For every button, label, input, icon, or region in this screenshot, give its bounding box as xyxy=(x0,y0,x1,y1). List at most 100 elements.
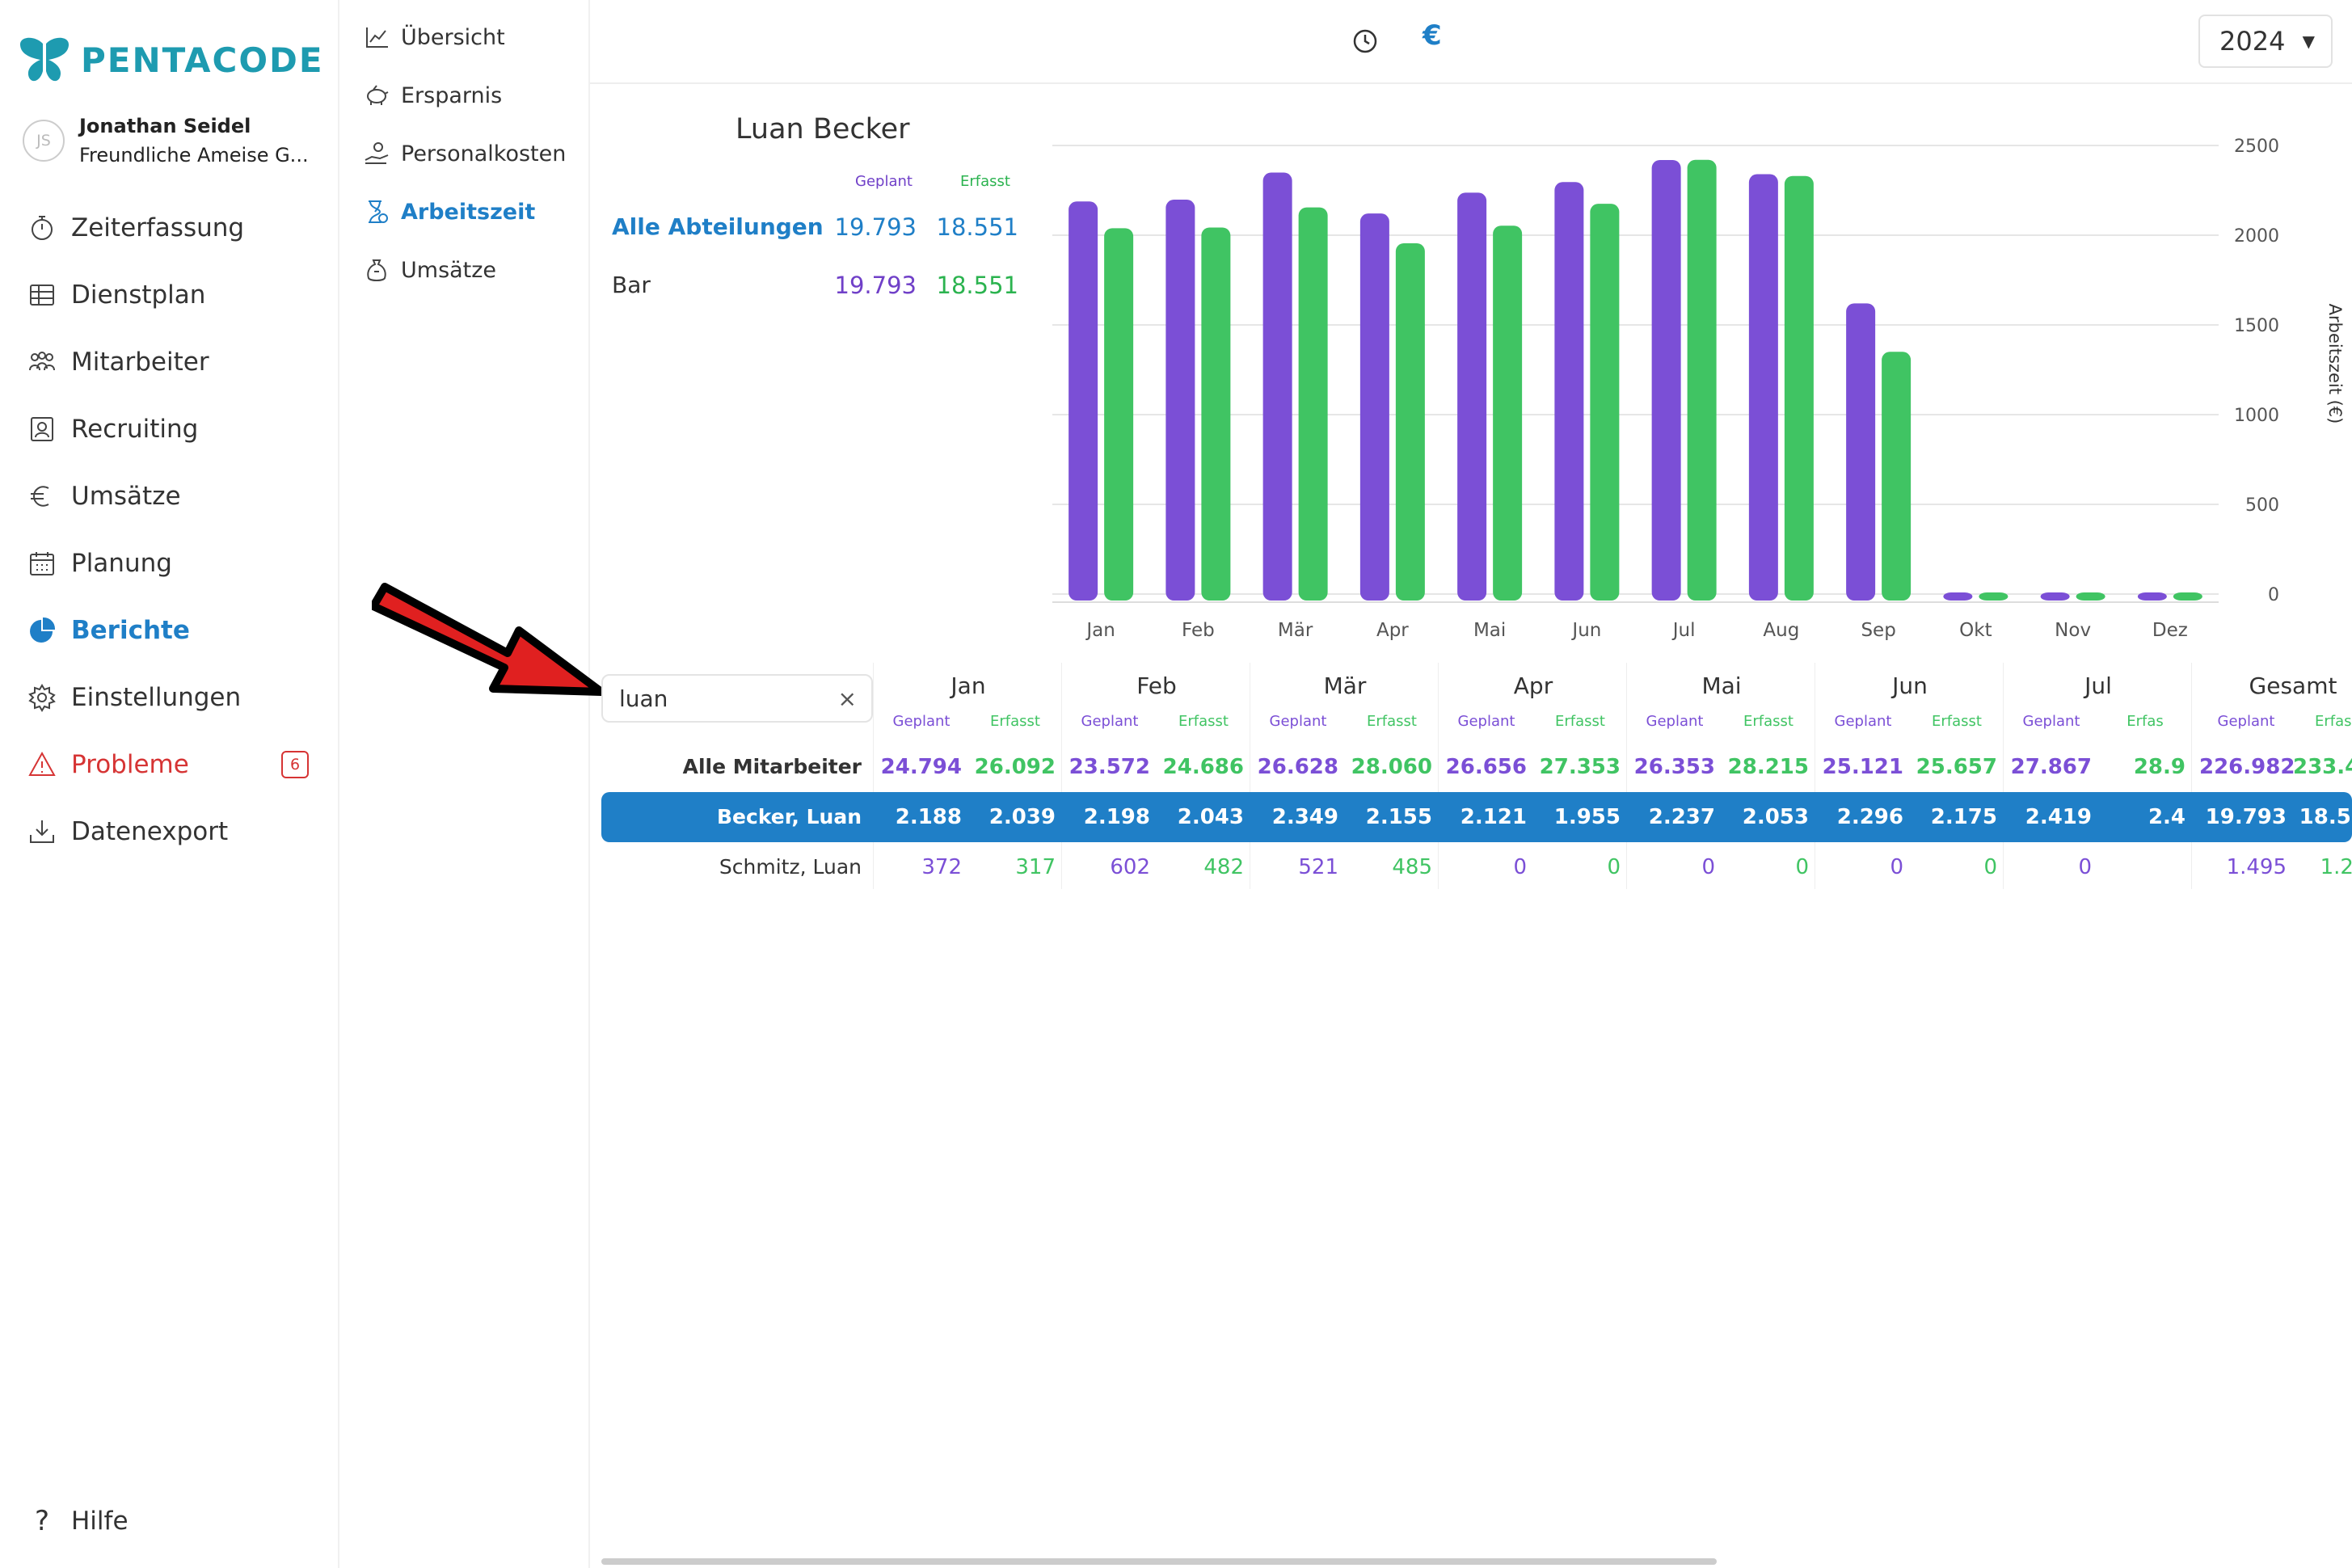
column-divider xyxy=(1626,663,1627,889)
butterfly-logo-icon xyxy=(19,37,70,82)
subheader-planned: Geplant xyxy=(1081,713,1139,730)
nav-item-zeiterfassung[interactable]: Zeiterfassung xyxy=(26,194,317,261)
table-row[interactable]: Alle Mitarbeiter 24.794 26.092 23.572 24.686… xyxy=(601,742,2352,792)
clear-search-icon[interactable]: × xyxy=(837,685,857,712)
recorded-cell: 0 xyxy=(1607,855,1621,879)
search-value: luan xyxy=(619,685,668,712)
nav-item-umsaetze[interactable]: Umsätze xyxy=(26,462,317,529)
nav-item-planung[interactable]: Planung xyxy=(26,529,317,596)
bar-recorded xyxy=(1590,204,1620,601)
recorded-cell: 2.053 xyxy=(1742,805,1809,829)
recorded-cell: 1.955 xyxy=(1553,805,1621,829)
total-header[interactable]: Gesamt xyxy=(2249,672,2337,699)
x-tick-label: Aug xyxy=(1763,620,1799,641)
euro-toggle-button[interactable]: € xyxy=(1423,19,1442,52)
brand-name: PENTACODE xyxy=(81,40,324,80)
report-submenu: Übersicht Ersparnis Personalkosten Arbei… xyxy=(339,0,590,1568)
planned-cell: 26.656 xyxy=(1445,755,1527,779)
planned-cell: 2.198 xyxy=(1083,805,1150,829)
main-nav: Zeiterfassung Dienstplan Mitarbeiter Rec… xyxy=(26,194,317,865)
bar-planned xyxy=(1554,182,1584,601)
month-header[interactable]: Jan xyxy=(950,672,986,699)
summary-row-label[interactable]: Bar xyxy=(612,272,651,298)
nav-item-mitarbeiter[interactable]: Mitarbeiter xyxy=(26,328,317,395)
recorded-cell: 2.4 xyxy=(2148,805,2186,829)
submenu-item-ersparnis[interactable]: Ersparnis xyxy=(339,66,588,124)
nav-item-einstellungen[interactable]: Einstellungen xyxy=(26,664,317,731)
nav-item-probleme[interactable]: Probleme 6 xyxy=(26,731,317,798)
subheader-planned: Geplant xyxy=(2022,713,2080,730)
year-select[interactable]: 2024 ▼ xyxy=(2198,15,2333,68)
nav-label: Recruiting xyxy=(71,414,199,444)
recorded-cell: 25.657 xyxy=(1916,755,1997,779)
planned-cell: 2.349 xyxy=(1271,805,1338,829)
recorded-cell: 28.9 xyxy=(2133,755,2186,779)
nav-item-recruiting[interactable]: Recruiting xyxy=(26,395,317,462)
subheader-recorded: Erfasst xyxy=(2315,713,2352,730)
clock-icon[interactable] xyxy=(1351,27,1379,55)
submenu-item-arbeitszeit[interactable]: Arbeitszeit xyxy=(339,183,588,241)
month-header[interactable]: Mär xyxy=(1323,672,1367,699)
recorded-cell: 0 xyxy=(1983,855,1997,879)
summary-row-label[interactable]: Alle Abteilungen xyxy=(612,213,824,240)
recorded-cell: 2.155 xyxy=(1365,805,1432,829)
bar-planned xyxy=(1457,192,1487,601)
bar-recorded xyxy=(2076,592,2105,601)
bar-planned xyxy=(1943,592,1973,601)
x-tick-label: Nov xyxy=(2055,620,2091,641)
red-arrow-annotation xyxy=(372,583,605,696)
hourglass-icon xyxy=(369,200,388,223)
table-row[interactable]: Becker, Luan 2.188 2.039 2.198 2.043 2.349 2.1… xyxy=(601,792,2352,842)
nav-item-dienstplan[interactable]: Dienstplan xyxy=(26,261,317,328)
column-divider xyxy=(2191,663,2192,889)
nav-item-berichte[interactable]: Berichte xyxy=(26,596,317,664)
gear-icon xyxy=(28,683,56,712)
row-label: Alle Mitarbeiter xyxy=(682,755,862,778)
x-tick-label: Sep xyxy=(1861,620,1895,641)
submenu-label: Umsätze xyxy=(401,257,497,283)
planned-cell: 602 xyxy=(1110,855,1150,879)
subheader-planned: Geplant xyxy=(1646,713,1704,730)
employee-search-input[interactable]: luan × xyxy=(601,674,873,723)
submenu-label: Personalkosten xyxy=(401,141,567,166)
calendar-icon xyxy=(30,551,54,575)
month-header[interactable]: Jun xyxy=(1892,672,1928,699)
help-link[interactable]: ? Hilfe xyxy=(26,1505,129,1537)
submenu-item-personalkosten[interactable]: Personalkosten xyxy=(339,124,588,183)
subheader-recorded: Erfasst xyxy=(1932,713,1982,730)
recorded-cell: 26.092 xyxy=(974,755,1056,779)
recorded-cell: 28.060 xyxy=(1351,755,1432,779)
logo[interactable]: PENTACODE xyxy=(18,36,324,84)
nav-label: Mitarbeiter xyxy=(71,347,209,377)
y-tick-label: 500 xyxy=(2245,495,2279,516)
user-name: Jonathan Seidel xyxy=(79,115,251,137)
bar-planned xyxy=(2040,592,2070,601)
total-planned-cell: 1.495 xyxy=(2226,855,2287,879)
recorded-cell: 482 xyxy=(1203,855,1244,879)
summary-recorded-value: 18.551 xyxy=(936,272,1018,299)
subheader-planned: Geplant xyxy=(2217,713,2275,730)
horizontal-scrollbar[interactable] xyxy=(601,1558,1717,1565)
nav-label: Berichte xyxy=(71,615,190,645)
planned-cell: 0 xyxy=(2078,855,2092,879)
column-divider xyxy=(873,663,874,889)
user-profile[interactable]: JS Jonathan Seidel Freundliche Ameise G.… xyxy=(23,115,309,166)
summary-planned-value: 19.793 xyxy=(834,272,917,299)
subheader-recorded: Erfasst xyxy=(1743,713,1794,730)
month-header[interactable]: Apr xyxy=(1513,672,1553,699)
caret-down-icon: ▼ xyxy=(2302,32,2315,51)
help-label: Hilfe xyxy=(71,1507,129,1536)
month-header[interactable]: Jul xyxy=(2084,672,2112,699)
total-recorded-cell: 233.410 xyxy=(2293,755,2352,779)
planned-cell: 25.121 xyxy=(1822,755,1903,779)
nav-item-datenexport[interactable]: Datenexport xyxy=(26,798,317,865)
planned-cell: 2.237 xyxy=(1648,805,1715,829)
total-recorded-cell: 18.551 xyxy=(2299,805,2352,829)
submenu-item-umsaetze[interactable]: Umsätze xyxy=(339,241,588,299)
summary-recorded-value: 18.551 xyxy=(936,213,1018,241)
month-header[interactable]: Mai xyxy=(1701,672,1742,699)
x-tick-label: Feb xyxy=(1182,620,1215,641)
table-row[interactable]: Schmitz, Luan 372 317 602 482 521 485 0 0 0 0 0 0 0 1.… xyxy=(601,842,2352,892)
submenu-item-uebersicht[interactable]: Übersicht xyxy=(339,8,588,66)
month-header[interactable]: Feb xyxy=(1136,672,1177,699)
